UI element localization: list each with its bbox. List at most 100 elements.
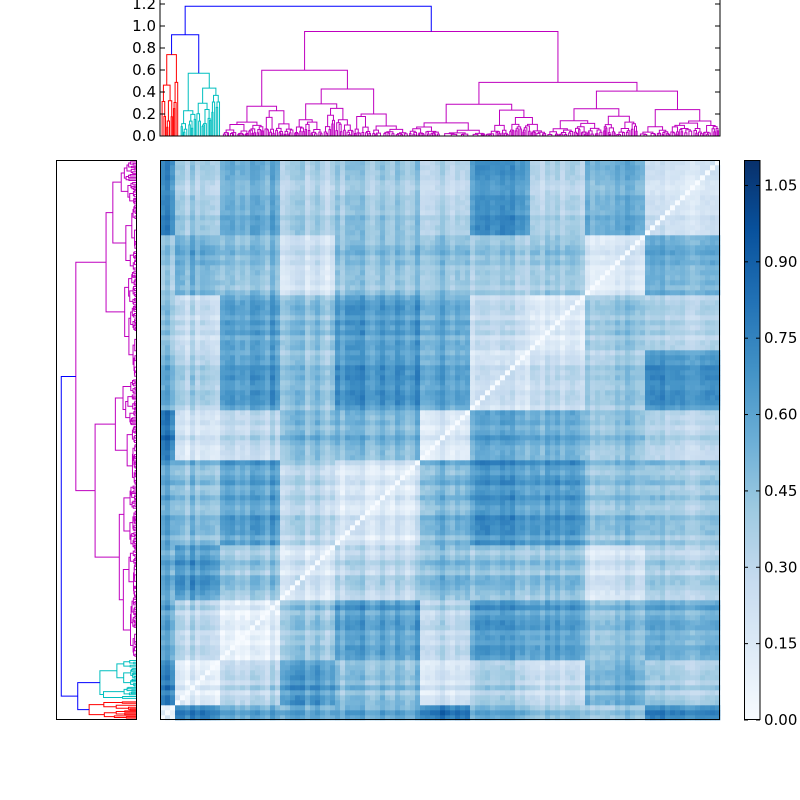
heatmap-cell bbox=[255, 625, 261, 631]
heatmap-cell bbox=[440, 590, 446, 596]
heatmap-cell bbox=[655, 540, 661, 546]
heatmap-cell bbox=[710, 590, 716, 596]
heatmap-cell bbox=[185, 685, 191, 691]
heatmap-cell bbox=[265, 575, 271, 581]
heatmap-cell bbox=[170, 605, 176, 611]
heatmap-cell bbox=[235, 650, 241, 656]
heatmap-cell bbox=[615, 550, 621, 556]
heatmap-cell bbox=[495, 585, 501, 591]
heatmap-cell bbox=[335, 560, 341, 566]
heatmap-cell bbox=[710, 580, 716, 586]
heatmap-cell bbox=[300, 580, 306, 586]
heatmap-cell bbox=[415, 535, 421, 541]
heatmap-cell bbox=[660, 525, 666, 531]
heatmap-cell bbox=[345, 685, 351, 691]
heatmap-cell bbox=[310, 585, 316, 591]
heatmap-cell bbox=[415, 630, 421, 636]
heatmap-cell bbox=[385, 665, 391, 671]
heatmap-cell bbox=[540, 550, 546, 556]
heatmap-cell bbox=[285, 610, 291, 616]
heatmap-cell bbox=[290, 575, 296, 581]
heatmap-cell bbox=[605, 670, 611, 676]
heatmap-cell bbox=[350, 570, 356, 576]
heatmap-cell bbox=[390, 620, 396, 626]
heatmap-cell bbox=[320, 580, 326, 586]
heatmap-cell bbox=[395, 555, 401, 561]
heatmap-cell bbox=[270, 625, 276, 631]
heatmap-cell bbox=[375, 525, 381, 531]
dendrogram-link bbox=[573, 131, 578, 136]
heatmap-cell bbox=[335, 695, 341, 701]
heatmap-cell bbox=[675, 625, 681, 631]
heatmap-cell bbox=[690, 615, 696, 621]
heatmap-cell bbox=[385, 620, 391, 626]
heatmap-cell bbox=[645, 695, 651, 701]
heatmap-cell bbox=[170, 715, 176, 721]
heatmap-cell bbox=[625, 600, 631, 606]
heatmap-cell bbox=[395, 670, 401, 676]
heatmap-cell bbox=[345, 695, 351, 701]
heatmap-cell bbox=[430, 675, 436, 681]
heatmap-cell bbox=[485, 525, 491, 531]
dendrogram-link bbox=[642, 131, 654, 135]
dendrogram-link bbox=[132, 505, 136, 509]
heatmap-cell bbox=[220, 595, 226, 601]
heatmap-cell bbox=[540, 710, 546, 716]
heatmap-cell bbox=[355, 545, 361, 551]
heatmap-cell bbox=[535, 705, 541, 711]
heatmap-cell bbox=[475, 540, 481, 546]
heatmap-cell bbox=[435, 675, 441, 681]
heatmap-cell bbox=[515, 695, 521, 701]
dendrogram-link bbox=[244, 133, 248, 136]
heatmap-cell bbox=[340, 695, 346, 701]
heatmap-cell bbox=[290, 650, 296, 656]
heatmap-cell bbox=[325, 595, 331, 601]
heatmap-cell bbox=[590, 550, 596, 556]
heatmap-cell bbox=[435, 560, 441, 566]
heatmap-cell bbox=[640, 660, 646, 666]
heatmap-cell bbox=[520, 620, 526, 626]
heatmap-cell bbox=[665, 525, 671, 531]
heatmap-cell bbox=[520, 530, 526, 536]
heatmap-cell bbox=[540, 655, 546, 661]
heatmap-cell bbox=[425, 525, 431, 531]
heatmap-cell bbox=[640, 560, 646, 566]
heatmap-cell bbox=[245, 525, 251, 531]
heatmap-cell bbox=[365, 665, 371, 671]
heatmap-cell bbox=[545, 700, 551, 706]
dendrogram-link bbox=[671, 126, 679, 133]
heatmap-cell bbox=[675, 670, 681, 676]
heatmap-cell bbox=[425, 710, 431, 716]
heatmap-cell bbox=[405, 675, 411, 681]
heatmap-cell bbox=[560, 575, 566, 581]
heatmap-cell bbox=[185, 625, 191, 631]
heatmap-cell bbox=[295, 580, 301, 586]
heatmap-cell bbox=[320, 625, 326, 631]
dendrogram-link bbox=[706, 125, 716, 133]
heatmap-cell bbox=[635, 590, 641, 596]
heatmap-cell bbox=[220, 635, 226, 641]
heatmap-cell bbox=[450, 545, 456, 551]
heatmap-cell bbox=[640, 650, 646, 656]
heatmap-cell bbox=[335, 715, 341, 721]
heatmap-cell bbox=[395, 565, 401, 571]
heatmap-cell bbox=[385, 685, 391, 691]
heatmap-cell bbox=[370, 630, 376, 636]
heatmap-cell bbox=[485, 555, 491, 561]
heatmap-cell bbox=[690, 620, 696, 626]
heatmap-cell bbox=[400, 555, 406, 561]
heatmap-cell bbox=[235, 620, 241, 626]
heatmap-cell bbox=[175, 590, 181, 596]
heatmap-cell bbox=[245, 650, 251, 656]
heatmap-cell bbox=[665, 610, 671, 616]
heatmap-cell bbox=[190, 675, 196, 681]
heatmap-cell bbox=[610, 535, 616, 541]
heatmap-cell bbox=[620, 600, 626, 606]
heatmap-cell bbox=[360, 570, 366, 576]
heatmap-cell bbox=[185, 540, 191, 546]
heatmap-cell bbox=[710, 680, 716, 686]
heatmap-cell bbox=[715, 695, 721, 701]
dendrogram-link bbox=[237, 133, 241, 136]
heatmap-cell bbox=[495, 690, 501, 696]
heatmap-cell bbox=[605, 565, 611, 571]
